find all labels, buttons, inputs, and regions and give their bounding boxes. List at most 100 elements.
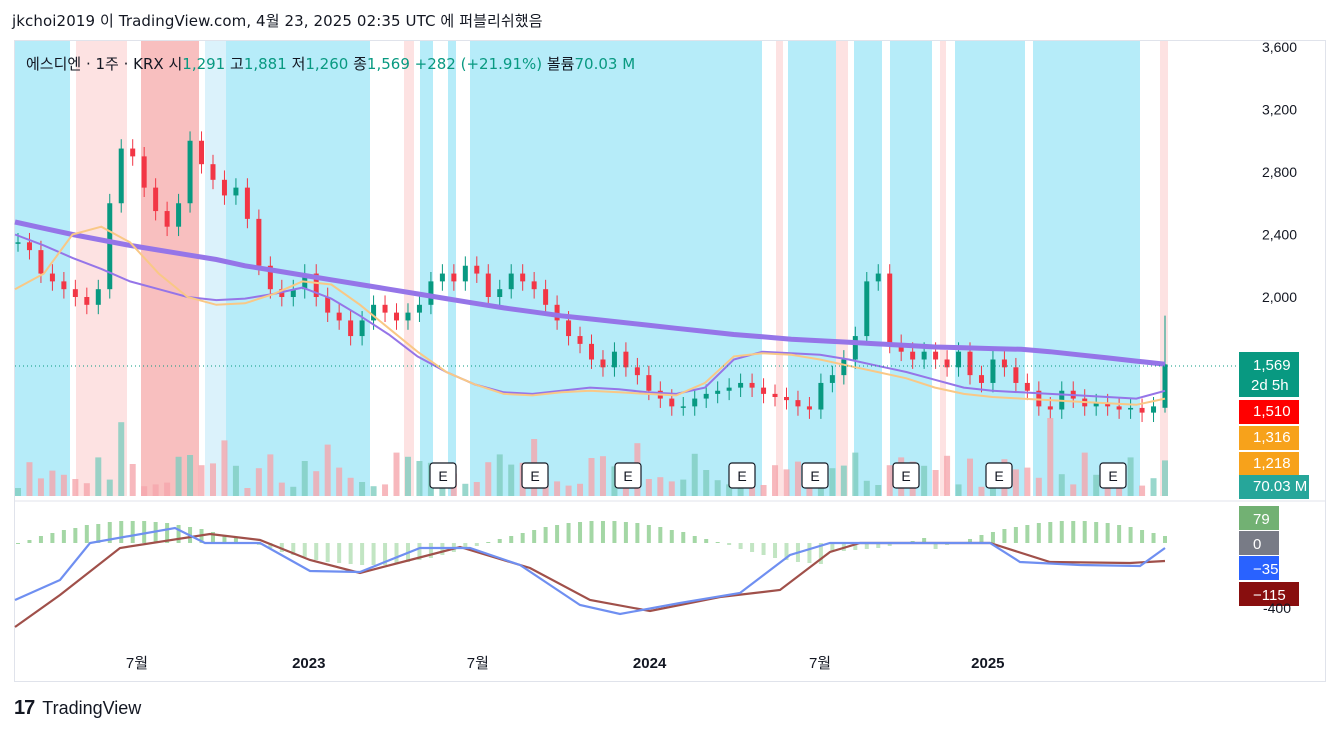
candle-body: [577, 336, 583, 344]
volume-bar: [404, 456, 411, 496]
candle-body: [416, 304, 422, 313]
candle-body: [267, 265, 273, 290]
legend-close-label: 종: [353, 55, 367, 73]
volume-bar: [886, 465, 893, 496]
candle-body: [749, 382, 755, 388]
macd-histogram-bar: [394, 543, 399, 564]
volume-bar: [875, 485, 882, 496]
legend-symbol[interactable]: 에스디엔 · 1주 · KRX: [26, 55, 164, 73]
volume-bar: [794, 461, 801, 496]
macd-histogram-bar: [623, 522, 628, 543]
candle-body: [967, 351, 973, 376]
macd-histogram-bar: [738, 543, 743, 549]
macd-histogram-bar: [1048, 522, 1053, 543]
macd-histogram-bar: [314, 543, 319, 560]
legend-low: 1,260: [305, 55, 349, 73]
candle-body: [1162, 364, 1168, 408]
candle-body: [566, 320, 572, 337]
event-marker-box: [429, 462, 457, 489]
volume-bar: [324, 444, 331, 496]
y-tick-label: 2,400: [1262, 227, 1297, 243]
macd-line: [14, 526, 1166, 616]
volume-bar: [760, 485, 767, 496]
volume-bar: [508, 464, 515, 496]
legend-volume: 70.03 M: [574, 55, 636, 73]
volume-bar: [95, 457, 102, 496]
candle-body: [783, 397, 789, 401]
regime-band: [890, 41, 932, 496]
volume-bar: [347, 477, 354, 496]
candle-body: [818, 382, 824, 410]
candle-body: [669, 398, 675, 407]
candle-body: [153, 187, 159, 212]
event-marker-box: [1099, 462, 1127, 489]
volume-bar: [473, 482, 480, 496]
candle-body: [462, 265, 468, 282]
macd-histogram-bar: [383, 543, 388, 565]
candle-body: [1139, 407, 1145, 413]
regime-band: [940, 41, 946, 496]
candle-body: [531, 281, 537, 290]
volume-bar: [944, 455, 951, 496]
macd-histogram-bar: [1163, 536, 1167, 543]
candle-body: [933, 351, 939, 360]
macd-axis-label-text: −35: [1253, 561, 1278, 578]
volume-bar: [141, 486, 148, 496]
y-tick-label: 2,800: [1262, 164, 1297, 180]
x-axis-label: 7월: [809, 655, 831, 672]
macd-histogram-bar: [704, 539, 709, 543]
candle-body: [680, 406, 686, 408]
macd-histogram-bar: [210, 532, 215, 543]
candle-body: [1013, 367, 1019, 383]
event-marker-label: E: [901, 468, 910, 484]
macd-histogram-bar: [990, 532, 995, 543]
candle-body: [508, 273, 514, 290]
candle-body: [1047, 406, 1053, 410]
macd-histogram-bar: [681, 532, 686, 543]
volume-bar: [1081, 452, 1088, 496]
legend-low-label: 저: [291, 55, 306, 73]
price-axis-label: [1239, 400, 1299, 424]
macd-histogram-bar: [635, 523, 640, 543]
symbol-legend: 에스디엔 · 1주 · KRX 시1,291 고1,881 저1,260 종1,…: [26, 53, 635, 74]
macd-histogram-bar: [509, 536, 514, 543]
price-axis-label-text: 1,569: [1253, 357, 1291, 374]
tradingview-logo-icon[interactable]: 17: [14, 697, 35, 719]
macd-histogram-bar: [922, 538, 927, 543]
x-axis-label: 2025: [971, 655, 1004, 672]
candle-body: [520, 273, 526, 282]
earnings-event-marker: E: [892, 462, 920, 489]
volume-bar: [668, 481, 675, 496]
regime-band: [836, 41, 848, 496]
macd-histogram-bar: [933, 543, 938, 549]
price-axis-label-text: 1,510: [1253, 403, 1291, 420]
candle-body: [921, 351, 927, 360]
macd-histogram-bar: [474, 543, 479, 546]
candle-body: [761, 387, 767, 394]
volume-bar: [645, 479, 652, 496]
candle-body: [130, 148, 136, 157]
volume-bar: [485, 462, 492, 496]
volume-bar: [187, 455, 194, 496]
candle-body: [313, 273, 319, 297]
candle-body: [623, 351, 629, 368]
price-axis-label: [1239, 452, 1299, 476]
candle-body: [990, 359, 996, 383]
candle-body: [1128, 407, 1134, 410]
volume-bar: [15, 488, 21, 496]
candle-body: [84, 297, 90, 305]
candle-body: [956, 351, 962, 368]
macd-histogram-bar: [532, 530, 537, 543]
macd-histogram-bar: [428, 543, 433, 558]
macd-histogram-bar: [1128, 527, 1133, 543]
candle-body: [336, 312, 342, 321]
volume-bar: [1047, 418, 1054, 496]
macd-histogram-bar: [176, 525, 181, 543]
volume-bar: [955, 484, 962, 496]
macd-histogram-bar: [566, 523, 571, 543]
legend-high-label: 고: [230, 55, 244, 73]
y-tick-label: 3,600: [1262, 39, 1297, 55]
chart-frame[interactable]: [14, 40, 1326, 682]
macd-histogram-bar: [968, 539, 973, 543]
